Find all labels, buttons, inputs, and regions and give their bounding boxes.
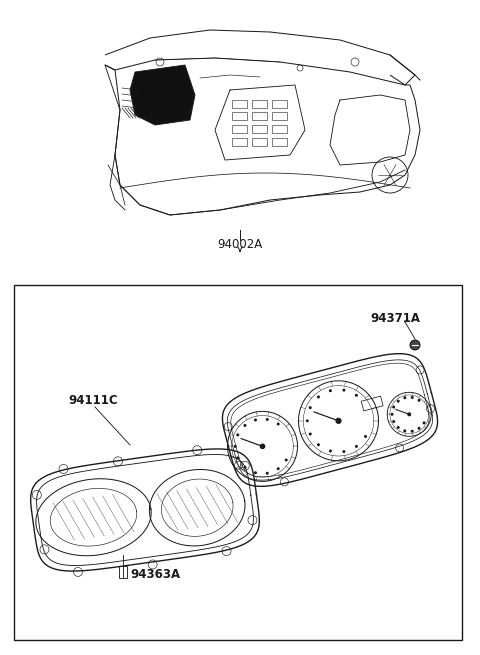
Circle shape bbox=[317, 396, 320, 398]
Circle shape bbox=[418, 427, 420, 430]
Bar bbox=[232, 112, 247, 120]
Circle shape bbox=[336, 419, 341, 423]
Bar bbox=[232, 125, 247, 133]
Circle shape bbox=[306, 419, 309, 422]
Circle shape bbox=[236, 457, 240, 459]
Circle shape bbox=[392, 405, 395, 409]
Circle shape bbox=[355, 445, 358, 448]
Circle shape bbox=[309, 432, 312, 436]
Circle shape bbox=[411, 396, 414, 399]
Text: 94363A: 94363A bbox=[130, 569, 180, 582]
Circle shape bbox=[403, 396, 406, 400]
Circle shape bbox=[309, 406, 312, 409]
Circle shape bbox=[243, 424, 246, 427]
Circle shape bbox=[403, 430, 406, 432]
Bar bbox=[232, 138, 247, 146]
Circle shape bbox=[266, 472, 269, 475]
Polygon shape bbox=[130, 65, 195, 125]
Circle shape bbox=[243, 466, 246, 469]
Circle shape bbox=[317, 443, 320, 446]
Circle shape bbox=[266, 418, 269, 421]
Circle shape bbox=[342, 388, 346, 392]
Bar bbox=[272, 112, 287, 120]
Circle shape bbox=[254, 419, 257, 422]
Bar bbox=[252, 138, 267, 146]
Circle shape bbox=[276, 467, 280, 470]
Circle shape bbox=[236, 434, 240, 436]
Circle shape bbox=[396, 426, 400, 429]
Text: 94002A: 94002A bbox=[217, 238, 263, 250]
Circle shape bbox=[329, 389, 332, 392]
Circle shape bbox=[355, 394, 358, 397]
Circle shape bbox=[392, 420, 395, 423]
Circle shape bbox=[391, 413, 394, 416]
Circle shape bbox=[410, 340, 420, 350]
Circle shape bbox=[234, 445, 237, 448]
Circle shape bbox=[329, 449, 332, 453]
Bar bbox=[252, 112, 267, 120]
Bar bbox=[252, 125, 267, 133]
Bar bbox=[14, 285, 462, 640]
Circle shape bbox=[396, 400, 400, 403]
Bar bbox=[120, 566, 127, 578]
Circle shape bbox=[261, 444, 264, 449]
Circle shape bbox=[408, 413, 410, 416]
Circle shape bbox=[422, 421, 426, 424]
Circle shape bbox=[411, 430, 414, 433]
Circle shape bbox=[418, 399, 420, 402]
Circle shape bbox=[254, 471, 257, 474]
Bar bbox=[272, 100, 287, 108]
Text: 94371A: 94371A bbox=[370, 312, 420, 324]
Bar bbox=[232, 100, 247, 108]
Circle shape bbox=[285, 458, 288, 462]
Bar bbox=[272, 125, 287, 133]
Text: 94111C: 94111C bbox=[68, 394, 118, 407]
Circle shape bbox=[342, 450, 346, 453]
Bar bbox=[272, 138, 287, 146]
Circle shape bbox=[276, 422, 280, 426]
Circle shape bbox=[364, 435, 367, 438]
Bar bbox=[252, 100, 267, 108]
